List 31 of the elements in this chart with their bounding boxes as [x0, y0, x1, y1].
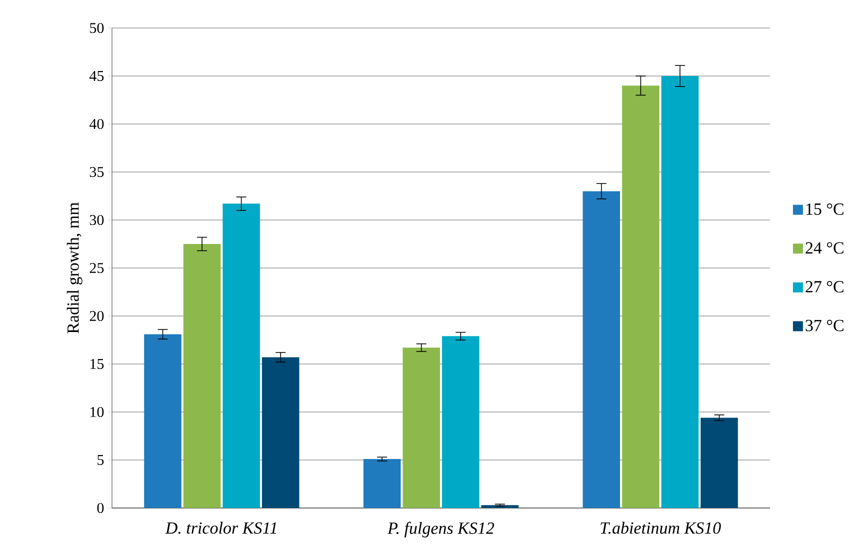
x-tick-label: D. tricolor KS11 — [165, 522, 276, 534]
bar — [222, 204, 260, 508]
bar — [183, 244, 221, 508]
y-tick-label: 15 — [90, 358, 104, 370]
y-tick-label: 20 — [90, 310, 104, 322]
legend-label: 37 °C — [806, 320, 844, 332]
bar — [144, 334, 182, 508]
bar — [700, 418, 738, 508]
y-tick-label: 45 — [90, 71, 104, 82]
x-tick-label: P. fulgens KS12 — [387, 522, 494, 538]
y-tick-label: 5 — [98, 455, 104, 465]
bar — [582, 191, 620, 508]
bar — [481, 505, 519, 508]
y-tick-label: 25 — [90, 262, 104, 274]
bar — [363, 459, 401, 508]
bar — [661, 76, 699, 508]
y-tick-label: 40 — [90, 118, 104, 130]
y-tick-label: 30 — [90, 214, 104, 226]
y-tick-label: 50 — [90, 22, 104, 34]
y-tick-label: 0 — [97, 502, 104, 514]
bar — [262, 357, 300, 508]
x-tick-label: T.abietinum KS10 — [600, 522, 721, 534]
y-tick-label: 35 — [90, 166, 104, 178]
bar — [442, 336, 480, 508]
legend-label: 27 °C — [806, 281, 844, 292]
legend-label: 15 °C — [806, 203, 844, 215]
bar — [402, 348, 440, 508]
bar — [622, 86, 660, 508]
y-tick-label: 10 — [90, 406, 104, 418]
legend-label: 24 °C — [806, 242, 844, 254]
y-axis-title: Radial growth, mm — [66, 202, 82, 334]
